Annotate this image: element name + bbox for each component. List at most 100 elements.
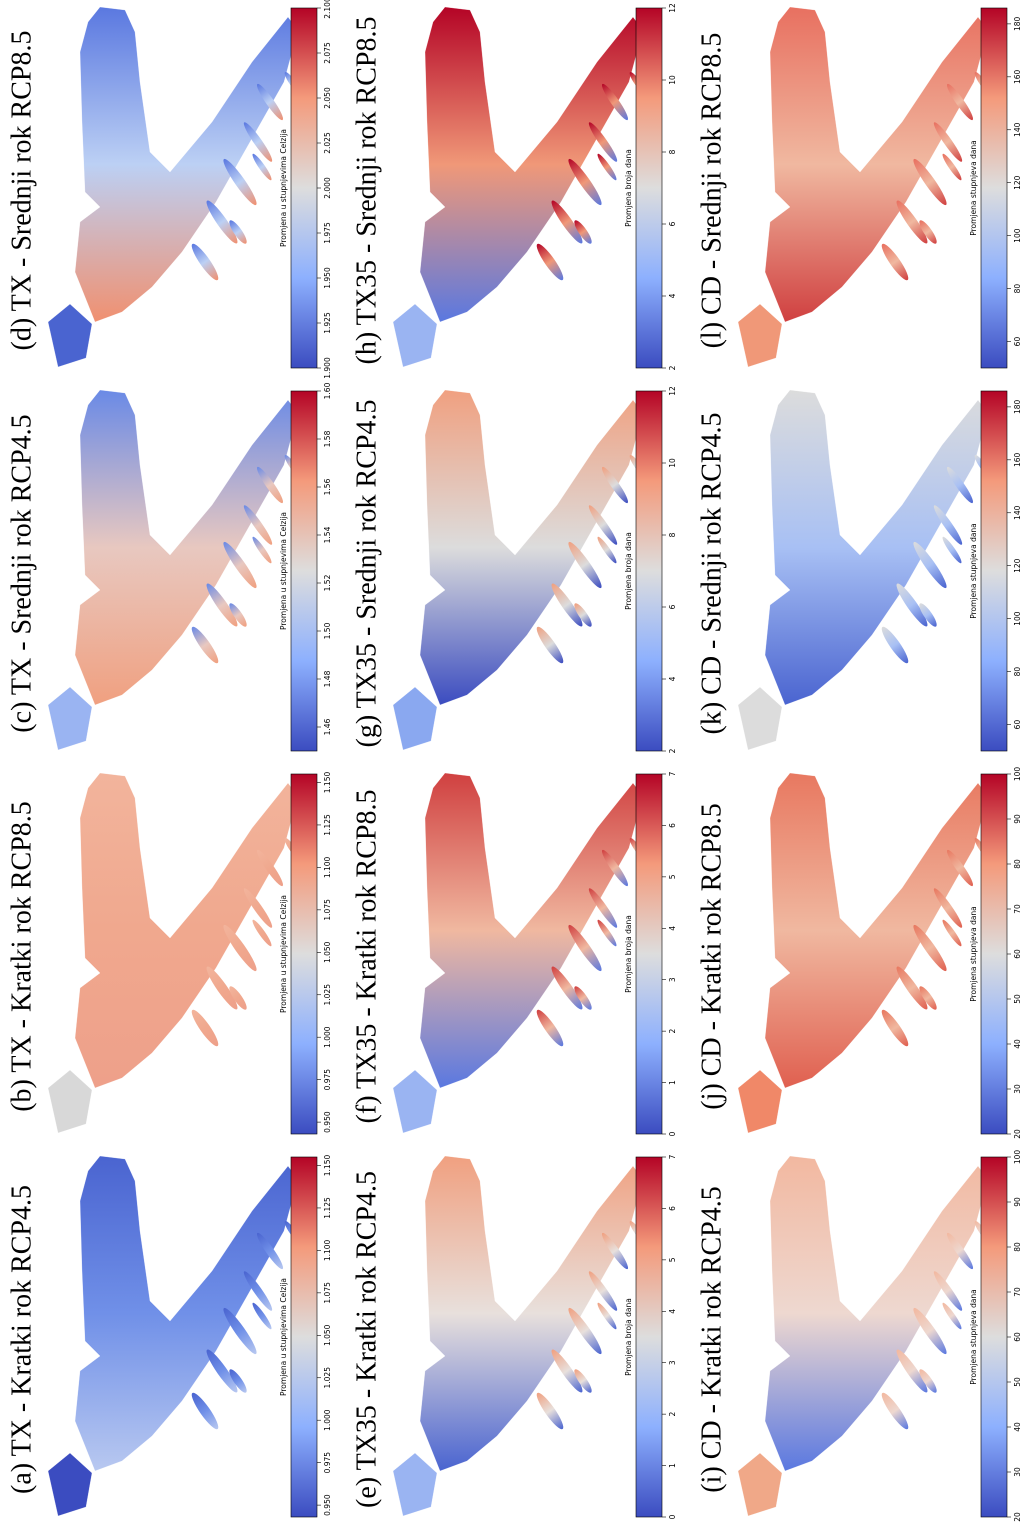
map-island (601, 849, 629, 887)
map-region (419, 389, 644, 706)
map-island (942, 153, 962, 181)
colorbar-tick-label: 1.125 (323, 1197, 332, 1219)
map-island (252, 153, 272, 181)
colorbar-tick-label: 140 (1013, 122, 1022, 137)
colorbar-tick-label: 90 (1013, 1197, 1022, 1207)
map-island (206, 1349, 238, 1393)
map (737, 389, 990, 751)
colorbar-tick-label: 1.975 (323, 222, 332, 244)
map-region (392, 303, 438, 368)
colorbar-label: Promjena u stupnjevima Celzija (279, 129, 288, 247)
panel-title: (l) CD - Srednji rok RCP8.5 (696, 33, 727, 349)
colorbar-tick-label: 2.100 (323, 0, 332, 19)
colorbar-tick-label: 0.975 (323, 1069, 332, 1091)
colorbar-tick-label: 60 (1013, 720, 1022, 730)
map-region (764, 389, 989, 706)
map-island (933, 505, 963, 545)
colorbar-tick-label: 60 (1013, 1332, 1022, 1342)
map-island (601, 1232, 629, 1270)
map-island (223, 924, 257, 972)
map-island (229, 603, 247, 627)
map (392, 6, 645, 368)
colorbar-tick-label: 100 (1013, 228, 1022, 243)
map-island (551, 1349, 583, 1393)
map-island (229, 986, 247, 1010)
colorbar-tick-label: 1.925 (323, 312, 332, 334)
colorbar-tick-label: 1.950 (323, 267, 332, 289)
colorbar-tick-label: 1.48 (323, 670, 332, 687)
panel-title: (g) TX35 - Srednji rok RCP4.5 (351, 400, 382, 748)
map-region (74, 389, 299, 706)
map-island (588, 122, 618, 162)
colorbar (635, 1156, 663, 1518)
colorbar (290, 390, 318, 752)
map-island (913, 541, 947, 589)
colorbar-tick-label: 3 (668, 977, 677, 982)
colorbar (980, 7, 1008, 369)
panel: (a) TX - Kratki rok RCP4.5 Promjena u stu… (6, 1155, 332, 1518)
colorbar-label: Promjena u stupnjevima Celzija (279, 512, 288, 630)
map-island (243, 1271, 273, 1311)
colorbar (635, 773, 663, 1135)
colorbar-label: Promjena broja dana (624, 532, 633, 610)
colorbar-tick-label: 60 (1013, 337, 1022, 347)
colorbar-tick-label: 1.150 (323, 1155, 332, 1177)
colorbar-tick-label: 2.025 (323, 132, 332, 154)
panel-title: (a) TX - Kratki rok RCP4.5 (6, 1185, 37, 1494)
colorbar-tick-label: 160 (1013, 69, 1022, 84)
map-island (574, 603, 592, 627)
colorbar-tick-label: 100 (1013, 767, 1022, 782)
map-island (896, 583, 928, 627)
map-island (574, 1369, 592, 1393)
map-island (223, 1307, 257, 1355)
map-island (536, 1009, 564, 1047)
map-island (597, 1302, 617, 1330)
colorbar (980, 773, 1008, 1135)
map-island (568, 924, 602, 972)
map-island (243, 122, 273, 162)
map-island (568, 541, 602, 589)
colorbar-tick-label: 4 (668, 676, 677, 681)
map-island (551, 200, 583, 244)
map-island (256, 1232, 284, 1270)
colorbar-tick-label: 1.50 (323, 622, 332, 639)
map-island (946, 466, 974, 504)
colorbar-tick-label: 1.125 (323, 814, 332, 836)
colorbar-tick-label: 80 (1013, 1242, 1022, 1252)
colorbar-tick-label: 2.075 (323, 42, 332, 64)
colorbar-tick-label: 6 (668, 823, 677, 828)
colorbar-tick-label: 7 (668, 771, 677, 776)
map-island (913, 924, 947, 972)
map-region (392, 1452, 438, 1517)
map-region (47, 1452, 93, 1517)
colorbar-tick-label: 6 (668, 1206, 677, 1211)
map-island (946, 849, 974, 887)
map-island (942, 536, 962, 564)
colorbar-tick-label: 10 (668, 458, 677, 468)
panel: (k) CD - Srednji rok RCP4.5 Promjena stup… (696, 389, 1022, 752)
map-island (946, 83, 974, 121)
map-region (737, 1452, 783, 1517)
colorbar-tick-label: 6 (668, 221, 677, 226)
map-island (588, 1271, 618, 1311)
colorbar-tick-label: 1.025 (323, 1367, 332, 1389)
map-region (419, 6, 644, 323)
colorbar-tick-label: 0 (668, 1131, 677, 1136)
map (392, 1155, 645, 1517)
map-island (913, 1307, 947, 1355)
map-region (764, 1155, 989, 1472)
map-island (252, 919, 272, 947)
colorbar-tick-label: 1.000 (323, 1026, 332, 1048)
colorbar-tick-label: 2 (668, 1412, 677, 1417)
map-island (256, 849, 284, 887)
colorbar-tick-label: 160 (1013, 452, 1022, 467)
map-island (896, 966, 928, 1010)
colorbar-tick-label: 4 (668, 926, 677, 931)
map-island (206, 200, 238, 244)
panel: (g) TX35 - Srednji rok RCP4.5 Promjena br… (351, 386, 677, 753)
map (392, 389, 645, 751)
map-island (881, 1009, 909, 1047)
map-island (551, 966, 583, 1010)
colorbar-tick-label: 120 (1013, 558, 1022, 573)
colorbar-label: Promjena stupnjeva dana (969, 906, 978, 1002)
